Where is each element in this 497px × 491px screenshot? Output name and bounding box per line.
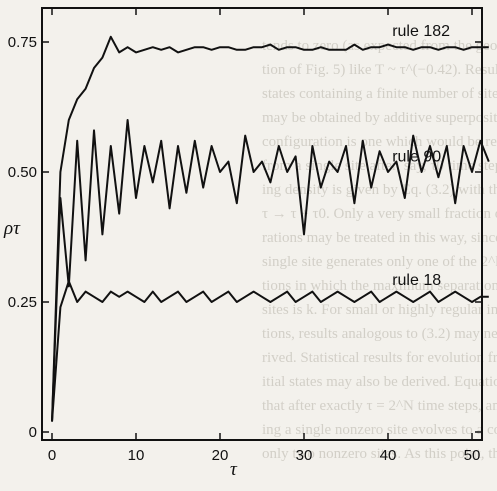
svg-text:may be obtained by additive su: may be obtained by additive superpositio… — [262, 110, 497, 126]
rule-90-line — [51, 119, 490, 422]
plot-frame — [41, 7, 483, 441]
svg-text:from a single site after, say,: from a single site after, say, τ0 time s… — [262, 158, 497, 174]
x-tick-label: 20 — [212, 447, 229, 464]
x-tick-label: 0 — [48, 447, 56, 464]
svg-text:tion of Fig. 5) like T ~ τ^(−0: tion of Fig. 5) like T ~ τ^(−0.42). Resu… — [262, 62, 497, 78]
axis-ticks: 0 10 20 30 40 50 0 0.25 0.50 0.75 — [8, 8, 482, 464]
series-labels: rule 182 rule 90 rule 18 — [392, 23, 450, 289]
plot-border — [41, 7, 483, 441]
x-tick-label: 10 — [128, 447, 145, 464]
svg-text:states containing a finite num: states containing a finite number of sit… — [262, 86, 497, 102]
svg-text:single site generates only one: single site generates only one of the 2^… — [262, 254, 497, 270]
rule-182-line — [51, 35, 489, 422]
rule-18-line — [51, 280, 489, 422]
svg-text:sites is k. For small or highl: sites is k. For small or highly regular … — [262, 302, 497, 318]
x-axis-label: τ — [230, 459, 238, 480]
y-tick-label: 0.75 — [8, 34, 37, 51]
y-tick-label: 0.50 — [8, 164, 37, 181]
rule-18-label: rule 18 — [392, 272, 441, 289]
x-tick-label: 40 — [380, 447, 397, 464]
svg-text:tions in which the maximum sep: tions in which the maximum separation be… — [262, 278, 497, 294]
svg-text:ing a single nonzero site evol: ing a single nonzero site evolves to a c… — [262, 422, 497, 438]
svg-text:rived. Statistical results for: rived. Statistical results for evolution… — [262, 350, 497, 366]
svg-text:only two nonzero sites. As thi: only two nonzero sites. As this point, t… — [262, 446, 497, 462]
svg-text:that after exactly τ = 2^N tim: that after exactly τ = 2^N time steps, a… — [262, 398, 497, 414]
svg-text:itial states may also be deriv: itial states may also be derived. Equati… — [262, 374, 497, 390]
rule-182-label: rule 182 — [392, 23, 450, 40]
y-tick-label: 0 — [29, 424, 37, 441]
y-tick-label: 0.25 — [8, 294, 37, 311]
svg-text:τ → τ + τ0. Only a very small: τ → τ + τ0. Only a very small fraction o… — [262, 206, 497, 222]
series-lines — [51, 35, 490, 422]
x-tick-label: 50 — [464, 447, 481, 464]
svg-text:rations may be treated in this: rations may be treated in this way, sinc… — [262, 230, 497, 246]
svg-text:tends to zero (as expected fro: tends to zero (as expected from the geom… — [262, 38, 497, 54]
background-text: tends to zero (as expected from the geom… — [262, 38, 497, 462]
x-tick-label: 30 — [296, 447, 313, 464]
svg-text:tions, results analogous to (3: tions, results analogous to (3.2) may ne… — [262, 326, 497, 342]
svg-text:ing density is given by Eq. (3: ing density is given by Eq. (3.2) with t… — [262, 182, 497, 198]
y-axis-label: ρτ — [3, 218, 21, 239]
rule-90-label: rule 90 — [392, 149, 441, 166]
svg-text:configuration is one which wou: configuration is one which would be reac… — [262, 134, 497, 150]
